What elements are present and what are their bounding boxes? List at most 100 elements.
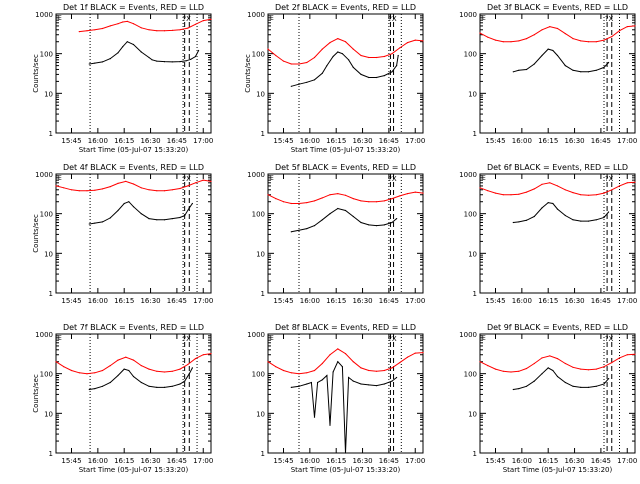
y-tick-label: 1000	[35, 11, 53, 19]
events-point	[132, 206, 135, 208]
events-point	[171, 61, 173, 63]
lld-point	[352, 361, 354, 363]
events-point	[337, 207, 339, 210]
panel-title: Det 8f BLACK = Events, RED = LLD	[275, 323, 416, 332]
lld-point	[194, 23, 197, 25]
events-point	[348, 59, 350, 61]
lld-point	[298, 202, 300, 205]
y-tick-label: 10	[44, 410, 53, 418]
x-tick-label: 17:00	[617, 457, 637, 465]
events-point	[101, 385, 104, 387]
events-series-line	[89, 201, 193, 225]
y-tick-label: 10	[256, 410, 265, 418]
y-tick-label: 1000	[35, 331, 53, 339]
lld-point	[179, 368, 181, 370]
lld-series-line	[55, 353, 212, 375]
events-point	[191, 202, 193, 205]
x-tick-label: 16:45	[591, 137, 611, 145]
events-point	[541, 207, 543, 209]
events-point	[337, 51, 339, 53]
lld-point	[510, 41, 512, 43]
events-point	[101, 61, 104, 63]
x-tick-label: 16:15	[326, 297, 346, 305]
y-tick-label: 100	[464, 211, 477, 219]
events-point	[313, 225, 316, 227]
events-point	[140, 213, 142, 215]
lld-point	[109, 365, 111, 367]
lld-point	[634, 353, 636, 355]
y-tick-label: 10	[468, 90, 477, 98]
x-tick-label: 16:00	[88, 137, 108, 145]
events-point	[313, 416, 316, 418]
lld-point	[611, 362, 613, 364]
x-tick-label: 16:00	[512, 297, 532, 305]
panel-title: Det 6f BLACK = Events, RED = LLD	[487, 163, 628, 172]
events-point	[188, 373, 190, 375]
events-point	[156, 219, 158, 221]
lld-point	[603, 39, 605, 41]
lld-point	[337, 348, 339, 350]
y-tick-label: 1	[49, 450, 53, 458]
x-tick-label: 17:00	[193, 137, 213, 145]
lld-point	[587, 194, 590, 196]
lld-point	[383, 55, 385, 58]
marker-label: ?X	[182, 175, 191, 183]
lld-point	[70, 369, 73, 372]
lld-point	[406, 42, 409, 44]
lld-point	[298, 63, 300, 65]
y-tick-label: 1	[49, 290, 53, 298]
events-point	[552, 49, 554, 52]
y-axis-label: Counts/sec	[32, 54, 40, 93]
lld-point	[510, 194, 512, 196]
events-point	[375, 385, 378, 387]
lld-point	[329, 42, 331, 44]
lld-series-line	[267, 348, 424, 375]
events-point	[198, 49, 200, 52]
lld-point	[78, 372, 80, 374]
events-point	[109, 217, 111, 219]
events-point	[518, 221, 520, 223]
lld-point	[618, 30, 621, 32]
panel-6: Det 6f BLACK = Events, RED = LLD 1 10 100 10…	[459, 163, 637, 305]
lld-point	[502, 41, 504, 43]
events-point	[185, 60, 187, 62]
x-tick-label: 16:00	[300, 457, 320, 465]
x-tick-label: 16:00	[512, 457, 532, 465]
lld-point	[282, 369, 285, 372]
lld-point	[117, 182, 119, 184]
events-point	[572, 219, 574, 221]
y-axis-label: Counts/sec	[32, 374, 40, 413]
events-point	[525, 219, 528, 221]
marker-label: ?X	[605, 15, 614, 23]
lld-series-line	[267, 191, 424, 204]
lld-point	[282, 60, 285, 62]
events-point	[188, 207, 190, 209]
events-point	[552, 202, 554, 205]
y-tick-label: 100	[252, 211, 265, 219]
events-point	[171, 218, 173, 220]
events-point	[179, 61, 181, 63]
lld-point	[63, 366, 65, 368]
events-point	[368, 384, 370, 386]
lld-point	[125, 356, 127, 358]
lld-point	[122, 21, 124, 23]
events-point	[194, 55, 197, 58]
events-point	[306, 228, 308, 230]
events-point	[595, 385, 597, 387]
lld-point	[502, 370, 504, 372]
x-tick-label: 16:00	[512, 137, 532, 145]
lld-point	[572, 38, 574, 40]
plot-frame	[267, 173, 424, 294]
corner-marker: E	[58, 175, 62, 182]
lld-point	[117, 23, 119, 25]
lld-point	[290, 202, 292, 205]
lld-point	[525, 367, 528, 370]
events-point	[552, 369, 554, 372]
events-point	[290, 85, 292, 87]
lld-point	[321, 197, 323, 199]
events-point	[298, 83, 300, 85]
plot-frame	[479, 333, 636, 454]
lld-point	[86, 190, 88, 192]
lld-point	[148, 189, 150, 191]
